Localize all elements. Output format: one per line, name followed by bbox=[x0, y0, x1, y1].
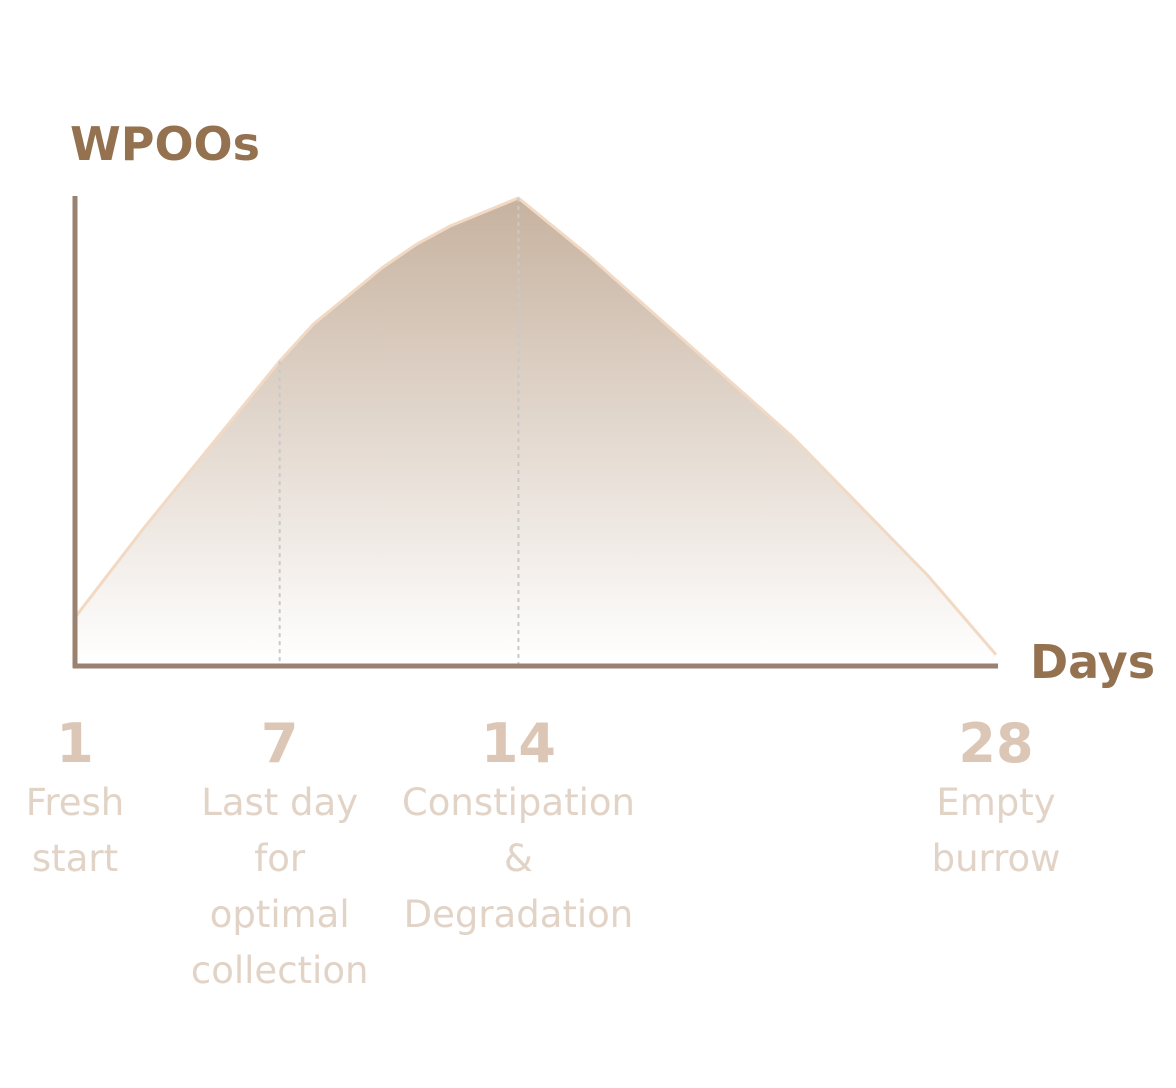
x-tick-labels: 1 Fresh start 7 Last day for optimal collection… bbox=[26, 712, 1061, 992]
x-tick-description-line: Constipation bbox=[402, 781, 635, 824]
wpoo-area bbox=[75, 198, 996, 664]
wpoo-area-outline bbox=[73, 196, 998, 656]
x-axis-title: Days bbox=[1030, 635, 1155, 689]
x-tick-description-line: burrow bbox=[932, 837, 1061, 880]
x-tick-day-14: 14 Constipation & Degradation bbox=[402, 712, 635, 936]
x-tick-description-line: optimal bbox=[210, 893, 350, 936]
x-tick-day-1: 1 Fresh start bbox=[26, 712, 124, 880]
x-tick-description-line: Fresh bbox=[26, 781, 124, 824]
x-tick-description-line: Last day bbox=[201, 781, 358, 824]
x-tick-number: 28 bbox=[958, 712, 1033, 775]
x-tick-description-line: start bbox=[32, 837, 118, 880]
x-tick-description-line: Empty bbox=[936, 781, 1055, 824]
x-tick-description-line: collection bbox=[191, 949, 369, 992]
x-tick-day-7: 7 Last day for optimal collection bbox=[191, 712, 369, 992]
y-axis-title: WPOOs bbox=[70, 117, 260, 171]
x-tick-description-line: & bbox=[504, 837, 533, 880]
x-tick-description-line: Degradation bbox=[404, 893, 634, 936]
x-tick-number: 1 bbox=[56, 712, 94, 775]
x-tick-number: 14 bbox=[481, 712, 556, 775]
plot-area bbox=[73, 196, 998, 664]
axes: WPOOs Days bbox=[70, 117, 1155, 689]
x-tick-description-line: for bbox=[254, 837, 306, 880]
x-tick-day-28: 28 Empty burrow bbox=[932, 712, 1061, 880]
guide-lines bbox=[278, 198, 520, 664]
x-tick-number: 7 bbox=[261, 712, 299, 775]
